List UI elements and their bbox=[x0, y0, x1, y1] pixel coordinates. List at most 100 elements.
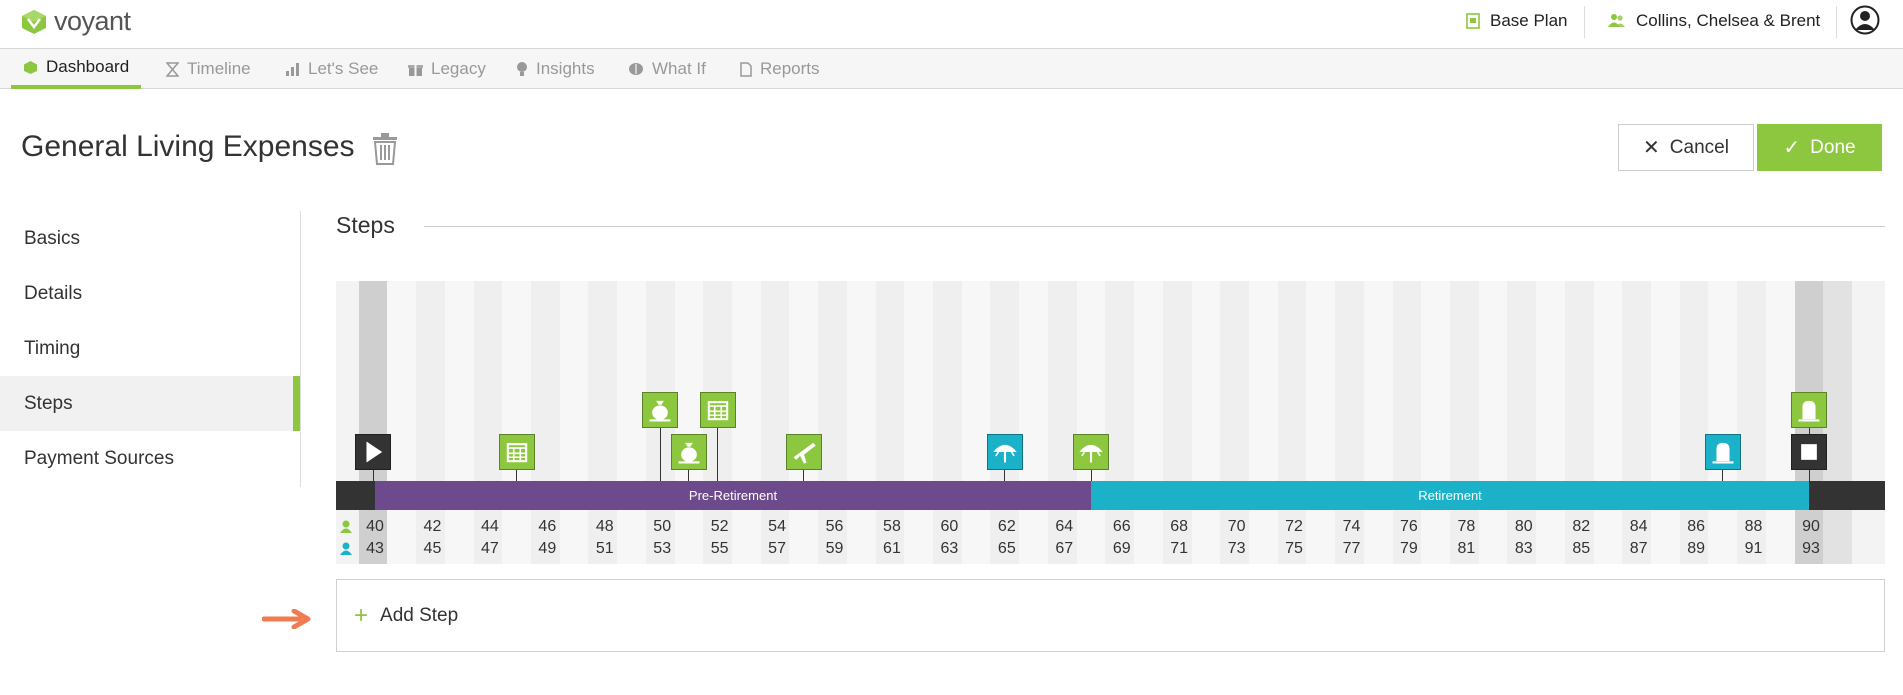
person2-icon bbox=[340, 542, 352, 555]
person1-age-label: 42 bbox=[423, 518, 442, 535]
tab-legacy[interactable]: Legacy bbox=[408, 49, 486, 89]
cancel-button[interactable]: ✕ Cancel bbox=[1618, 124, 1754, 171]
voyant-logo-icon bbox=[22, 9, 46, 34]
tab-what-if[interactable]: What If bbox=[628, 49, 706, 89]
year-column bbox=[530, 281, 560, 564]
umbrella-icon bbox=[1079, 444, 1103, 463]
year-column bbox=[1708, 281, 1738, 564]
trash-icon[interactable] bbox=[372, 133, 398, 165]
plan-selector[interactable]: Base Plan bbox=[1466, 0, 1568, 42]
lightbulb-icon bbox=[517, 62, 527, 76]
pre-retirement-phase: Pre-Retirement bbox=[375, 481, 1091, 510]
event-stem bbox=[803, 470, 805, 481]
person2-age-label: 79 bbox=[1400, 540, 1418, 557]
pdf-icon bbox=[740, 61, 752, 77]
event-stem bbox=[1808, 470, 1810, 481]
person2-age-label: 85 bbox=[1572, 540, 1591, 557]
event-marker-money-bag[interactable] bbox=[642, 392, 679, 428]
event-marker-airplane[interactable] bbox=[785, 434, 822, 470]
page-title: General Living Expenses bbox=[21, 130, 355, 163]
year-column bbox=[358, 281, 388, 564]
person2-age-label: 65 bbox=[997, 540, 1016, 557]
year-column bbox=[904, 281, 934, 564]
event-stem bbox=[516, 470, 518, 481]
year-column bbox=[1335, 281, 1364, 564]
tab-insights[interactable]: Insights bbox=[516, 49, 595, 89]
calendar-icon bbox=[506, 443, 527, 463]
year-column bbox=[990, 281, 1020, 564]
year-column bbox=[1765, 281, 1795, 564]
year-column bbox=[473, 281, 503, 564]
top-bar: voyant Base Plan Collins, Chelsea & Bren… bbox=[0, 0, 1903, 49]
person1-age-label: 64 bbox=[1055, 518, 1074, 535]
event-marker-umbrella[interactable] bbox=[986, 434, 1023, 470]
menu-item-details[interactable]: Details bbox=[0, 266, 300, 321]
client-selector[interactable]: Collins, Chelsea & Brent bbox=[1608, 0, 1820, 42]
menu-item-steps[interactable]: Steps bbox=[0, 376, 300, 431]
year-column bbox=[1220, 281, 1249, 564]
event-marker-tombstone[interactable] bbox=[1791, 392, 1827, 428]
person1-age-label: 50 bbox=[653, 518, 672, 535]
menu-item-timing[interactable]: Timing bbox=[0, 321, 300, 376]
tab-dashboard[interactable]: Dashboard bbox=[11, 49, 142, 89]
person2-age-label: 75 bbox=[1285, 540, 1303, 557]
logo[interactable]: voyant bbox=[20, 6, 131, 37]
person2-age-label: 67 bbox=[1055, 540, 1074, 557]
year-column bbox=[961, 281, 991, 564]
tab-label: Let's See bbox=[308, 59, 379, 78]
person1-age-label: 52 bbox=[710, 518, 729, 535]
event-marker-money-bag[interactable] bbox=[670, 434, 707, 470]
tab-lets-see[interactable]: Let's See bbox=[285, 49, 378, 89]
plan-icon bbox=[1466, 13, 1480, 29]
person1-age-label: 40 bbox=[366, 518, 384, 535]
event-stem bbox=[1004, 470, 1006, 481]
event-stem bbox=[659, 428, 661, 481]
person1-age-label: 70 bbox=[1227, 518, 1246, 535]
hourglass-icon bbox=[166, 61, 179, 77]
tombstone-icon bbox=[1712, 442, 1734, 464]
logo-text: voyant bbox=[54, 6, 131, 36]
person1-age-label: 84 bbox=[1629, 518, 1648, 535]
cube-icon bbox=[24, 60, 37, 74]
year-column bbox=[1507, 281, 1537, 564]
header-divider bbox=[1584, 6, 1585, 38]
year-column bbox=[875, 281, 905, 564]
year-column bbox=[1134, 281, 1163, 564]
bar-chart-icon bbox=[286, 63, 299, 76]
person1-age-label: 44 bbox=[480, 518, 499, 535]
account-button[interactable] bbox=[1850, 5, 1880, 40]
event-stem bbox=[1090, 470, 1092, 481]
person2-age-label: 63 bbox=[940, 540, 959, 557]
menu-item-label: Payment Sources bbox=[24, 447, 174, 469]
person1-age-label: 86 bbox=[1687, 518, 1706, 535]
event-marker-calendar[interactable] bbox=[498, 434, 535, 470]
event-marker-tombstone[interactable] bbox=[1704, 434, 1741, 470]
done-button[interactable]: ✓ Done bbox=[1757, 124, 1882, 171]
money-bag-icon bbox=[649, 400, 671, 422]
event-marker-play[interactable] bbox=[355, 434, 391, 470]
person2-age-label: 89 bbox=[1687, 540, 1706, 557]
person2-age-label: 57 bbox=[768, 540, 786, 557]
event-marker-umbrella[interactable] bbox=[1073, 434, 1109, 470]
section-title: Steps bbox=[336, 212, 395, 238]
tab-timeline[interactable]: Timeline bbox=[166, 49, 251, 89]
year-column bbox=[933, 281, 962, 564]
umbrella-icon bbox=[993, 444, 1017, 463]
year-column bbox=[1162, 281, 1192, 564]
person1-age-label: 68 bbox=[1170, 518, 1189, 535]
person2-age-label: 93 bbox=[1802, 540, 1820, 557]
event-marker-stop[interactable] bbox=[1791, 434, 1827, 470]
year-column bbox=[732, 281, 761, 564]
tab-reports[interactable]: Reports bbox=[740, 49, 820, 89]
check-icon: ✓ bbox=[1783, 137, 1801, 159]
menu-item-label: Steps bbox=[24, 392, 73, 414]
add-step-button[interactable]: + Add Step bbox=[336, 579, 1885, 652]
section-divider bbox=[424, 226, 1885, 227]
person1-age-label: 46 bbox=[538, 518, 557, 535]
event-stem bbox=[1722, 470, 1724, 481]
menu-item-basics[interactable]: Basics bbox=[0, 211, 300, 266]
event-marker-calendar[interactable] bbox=[699, 392, 736, 428]
person2-age-label: 77 bbox=[1342, 540, 1361, 557]
menu-item-payment-sources[interactable]: Payment Sources bbox=[0, 431, 300, 486]
year-column bbox=[818, 281, 847, 564]
